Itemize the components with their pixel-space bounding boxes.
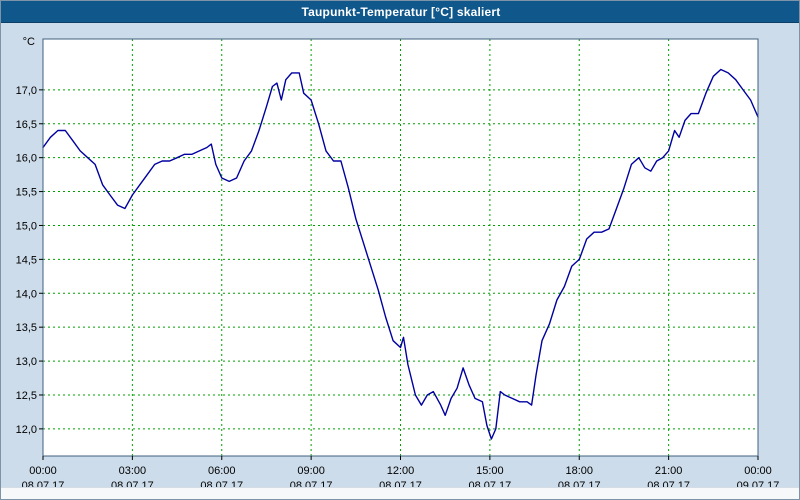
footer-strip: [1, 487, 799, 499]
svg-text:00:00: 00:00: [29, 465, 57, 477]
svg-text:08.07.17: 08.07.17: [468, 480, 511, 489]
svg-text:13,5: 13,5: [16, 322, 37, 334]
svg-text:17,0: 17,0: [16, 85, 37, 97]
svg-text:18:00: 18:00: [565, 465, 593, 477]
svg-text:16,5: 16,5: [16, 119, 37, 131]
svg-text:08.07.17: 08.07.17: [379, 480, 422, 489]
svg-text:06:00: 06:00: [208, 465, 236, 477]
chart-canvas: 12,0 12,5 13,0 13,5 14,0 14,5 15,0 15,5 16,0 16,5…: [16, 36, 780, 489]
svg-text:°C: °C: [23, 36, 35, 48]
svg-text:09.07.17: 09.07.17: [737, 480, 780, 489]
svg-text:12,5: 12,5: [16, 390, 37, 402]
svg-text:00:00: 00:00: [744, 465, 772, 477]
svg-text:12,0: 12,0: [16, 424, 37, 436]
svg-text:09:00: 09:00: [297, 465, 325, 477]
svg-text:03:00: 03:00: [119, 465, 147, 477]
svg-text:08.07.17: 08.07.17: [558, 480, 601, 489]
svg-text:08.07.17: 08.07.17: [22, 480, 65, 489]
svg-text:08.07.17: 08.07.17: [647, 480, 690, 489]
svg-text:14,5: 14,5: [16, 254, 37, 266]
svg-text:13,0: 13,0: [16, 356, 37, 368]
svg-text:15,0: 15,0: [16, 220, 37, 232]
svg-text:12:00: 12:00: [387, 465, 415, 477]
svg-text:21:00: 21:00: [655, 465, 683, 477]
svg-text:08.07.17: 08.07.17: [200, 480, 243, 489]
svg-text:08.07.17: 08.07.17: [290, 480, 333, 489]
svg-text:16,0: 16,0: [16, 153, 37, 165]
svg-text:15:00: 15:00: [476, 465, 504, 477]
chart-area: 12,0 12,5 13,0 13,5 14,0 14,5 15,0 15,5 16,0 16,5…: [1, 23, 799, 489]
svg-text:14,0: 14,0: [16, 288, 37, 300]
svg-text:08.07.17: 08.07.17: [111, 480, 154, 489]
chart-title: Taupunkt-Temperatur [°C] skaliert: [301, 4, 501, 19]
title-bar: Taupunkt-Temperatur [°C] skaliert: [1, 1, 799, 23]
svg-text:15,5: 15,5: [16, 187, 37, 199]
